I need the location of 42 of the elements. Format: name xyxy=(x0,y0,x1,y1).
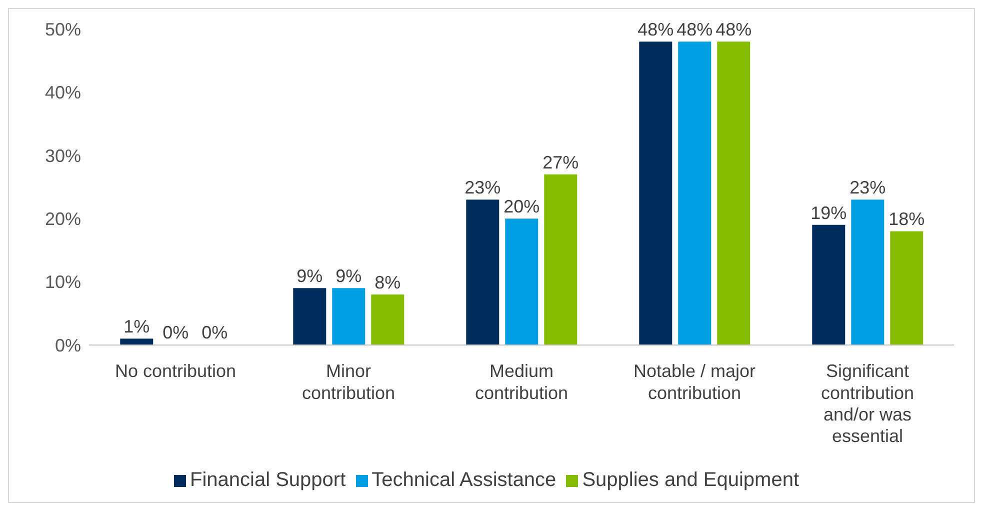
bar xyxy=(332,288,366,345)
x-tick-label: Minor contribution xyxy=(302,361,396,403)
data-label: 9% xyxy=(336,266,362,286)
y-tick-label: 20% xyxy=(44,208,81,229)
y-tick-label: 0% xyxy=(54,335,81,356)
legend-label: Supplies and Equipment xyxy=(582,469,800,491)
bar xyxy=(639,42,672,345)
bar xyxy=(717,42,750,345)
x-tick-label: Medium contribution xyxy=(474,361,568,403)
bar xyxy=(466,200,500,345)
data-label: 23% xyxy=(464,178,501,198)
bar xyxy=(812,224,846,345)
y-tick-label: 10% xyxy=(44,272,81,292)
data-label: 8% xyxy=(374,272,401,292)
y-tick-label: 50% xyxy=(44,19,81,40)
legend-label: Financial Support xyxy=(190,469,346,491)
data-label: 0% xyxy=(202,322,228,343)
data-label: 23% xyxy=(850,178,886,198)
data-label: 20% xyxy=(504,196,540,217)
data-label: 48% xyxy=(716,20,752,40)
bar xyxy=(678,42,712,345)
bar xyxy=(544,174,578,345)
bar xyxy=(293,288,326,345)
legend-label: Technical Assistance xyxy=(372,469,556,491)
y-tick-label: 40% xyxy=(44,82,81,103)
bar xyxy=(890,231,924,345)
data-label: 27% xyxy=(542,152,579,172)
x-tick-label: No contribution xyxy=(114,361,236,382)
y-tick-label: 30% xyxy=(44,146,81,166)
data-label: 48% xyxy=(676,20,713,40)
x-tick-label: Notable / major contribution xyxy=(633,361,756,403)
data-label: 0% xyxy=(162,322,189,343)
data-label: 1% xyxy=(124,316,150,337)
x-tick-label: Significant contribution and/or was essential xyxy=(820,361,914,446)
data-label: 18% xyxy=(888,209,925,230)
bar xyxy=(371,294,404,345)
data-label: 9% xyxy=(296,266,323,286)
bar xyxy=(505,218,538,345)
data-label: 19% xyxy=(810,202,847,223)
bar xyxy=(120,338,154,345)
bar xyxy=(851,200,884,345)
data-label: 48% xyxy=(638,20,674,40)
